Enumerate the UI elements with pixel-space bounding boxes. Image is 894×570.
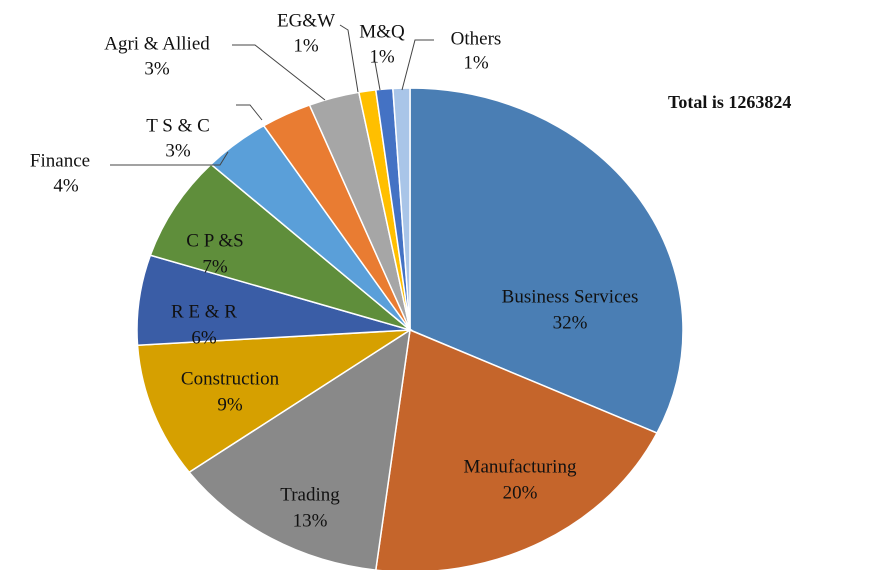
pie-slice: [149, 163, 411, 331]
slice-value-label: 1%: [369, 46, 395, 67]
slice-value-label: 6%: [191, 327, 217, 348]
slice-value-label: 13%: [293, 510, 328, 531]
leader-line: [339, 24, 359, 93]
slice-value-label: 9%: [217, 394, 243, 415]
slice-value-label: 32%: [553, 312, 588, 333]
total-annotation: Total is 1263824: [668, 92, 791, 112]
leader-line: [232, 44, 326, 101]
pie-slice: [409, 87, 684, 434]
slice-label: Finance: [30, 150, 90, 171]
slice-label: Construction: [181, 368, 280, 389]
slice-label: T S & C: [146, 115, 210, 136]
pie-slice: [188, 328, 411, 570]
leader-line: [110, 151, 229, 166]
slice-label: Others: [451, 28, 502, 49]
slice-label: Agri & Allied: [104, 33, 210, 54]
leader-line: [236, 104, 263, 121]
slice-label: Business Services: [502, 286, 639, 307]
slice-label: M&Q: [359, 21, 405, 42]
slice-label: Manufacturing: [464, 456, 577, 477]
pie-slice: [375, 328, 659, 570]
slice-value-label: 3%: [144, 58, 170, 79]
slice-value-label: 1%: [293, 35, 319, 56]
slice-label: Trading: [280, 484, 340, 505]
slice-label: EG&W: [277, 10, 335, 31]
slice-value-label: 20%: [503, 482, 538, 503]
pie-slice: [392, 87, 411, 331]
slice-label: R E & R: [171, 301, 237, 322]
pie-slice: [136, 329, 413, 474]
slice-value-label: 3%: [165, 140, 191, 161]
slice-label: C P &S: [186, 230, 243, 251]
slice-value-label: 4%: [53, 175, 79, 196]
slice-value-label: 1%: [463, 52, 489, 73]
leader-line: [374, 61, 381, 91]
leader-line: [401, 39, 434, 91]
slice-value-label: 7%: [202, 256, 228, 277]
